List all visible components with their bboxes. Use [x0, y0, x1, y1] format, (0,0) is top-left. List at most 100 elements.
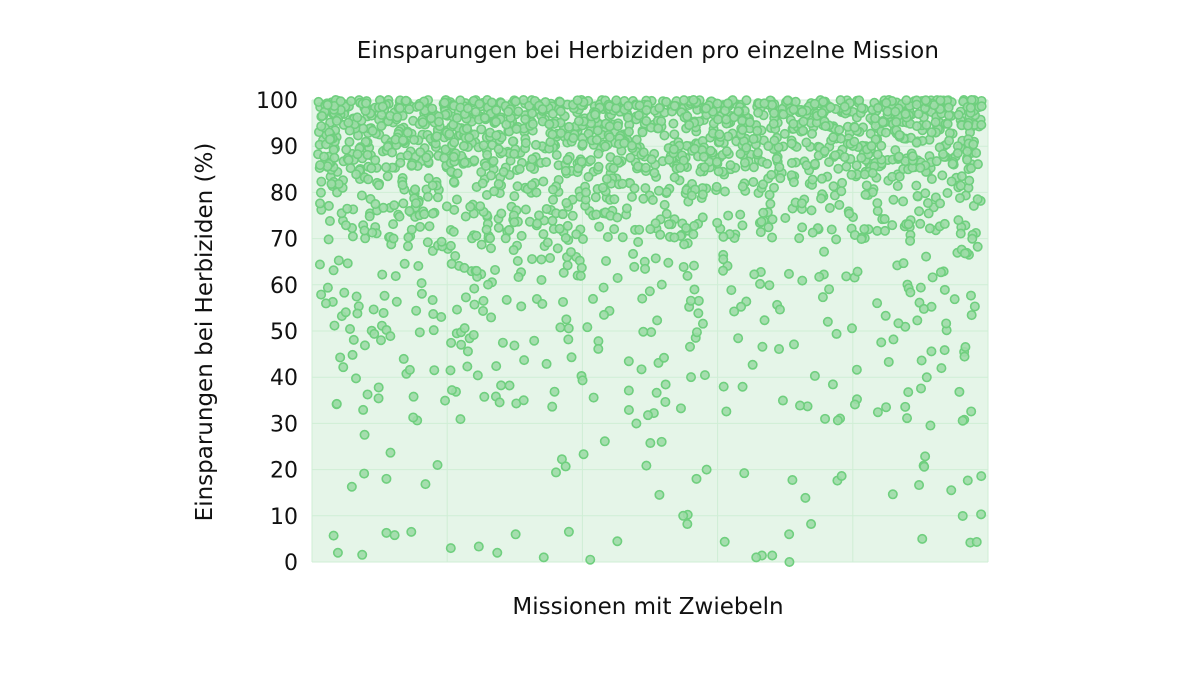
data-point	[912, 191, 923, 202]
data-point	[328, 530, 339, 541]
data-point	[496, 380, 507, 391]
data-point	[423, 173, 434, 184]
data-point	[322, 99, 333, 110]
data-point	[872, 298, 883, 309]
data-point	[476, 124, 487, 135]
data-point	[538, 176, 549, 187]
data-point	[387, 147, 398, 158]
data-point	[774, 344, 785, 355]
data-point	[452, 168, 463, 179]
data-point	[783, 268, 794, 279]
data-point	[566, 352, 577, 363]
data-point	[718, 381, 729, 392]
data-point	[628, 248, 639, 259]
data-point	[459, 262, 470, 273]
data-point	[755, 278, 766, 289]
data-point	[768, 118, 779, 129]
data-point	[972, 241, 983, 252]
data-point	[455, 414, 466, 425]
data-point	[820, 413, 831, 424]
data-point	[541, 358, 552, 369]
data-point	[347, 349, 358, 360]
data-point	[711, 181, 722, 192]
data-point	[623, 405, 634, 416]
data-point	[343, 155, 354, 166]
data-point	[846, 323, 857, 334]
data-point	[514, 164, 525, 175]
data-point	[915, 218, 926, 229]
data-point	[545, 253, 556, 264]
data-point	[681, 222, 692, 233]
data-point	[679, 239, 690, 250]
data-point	[562, 154, 573, 165]
data-point	[903, 387, 914, 398]
data-point	[691, 473, 702, 484]
data-point	[972, 159, 983, 170]
data-point	[913, 108, 924, 119]
data-point	[753, 107, 764, 118]
data-point	[641, 460, 652, 471]
data-point	[779, 128, 790, 139]
data-point	[729, 306, 740, 317]
data-point	[509, 191, 520, 202]
data-point	[721, 146, 732, 157]
data-point	[544, 119, 555, 130]
data-point	[529, 335, 540, 346]
data-point	[849, 122, 860, 133]
data-point	[807, 174, 818, 185]
data-point	[735, 148, 746, 159]
data-point	[328, 265, 339, 276]
data-point	[513, 106, 524, 117]
data-point	[767, 232, 778, 243]
data-point	[576, 156, 587, 167]
data-point	[446, 337, 457, 348]
data-point	[935, 267, 946, 278]
data-point	[331, 115, 342, 126]
data-point	[525, 162, 536, 173]
data-point	[598, 282, 609, 293]
data-point	[531, 187, 542, 198]
data-point	[398, 198, 409, 209]
data-point	[516, 301, 527, 312]
data-point	[643, 410, 654, 421]
data-point	[976, 471, 987, 482]
data-point	[718, 231, 729, 242]
data-point	[661, 96, 672, 107]
data-point	[656, 279, 667, 290]
data-point	[561, 197, 572, 208]
data-point	[458, 140, 469, 151]
data-point	[634, 224, 645, 235]
data-point	[363, 174, 374, 185]
data-point	[335, 352, 346, 363]
data-point	[828, 181, 839, 192]
data-point	[647, 194, 658, 205]
data-point	[629, 183, 640, 194]
data-point	[475, 201, 486, 212]
data-point	[927, 272, 938, 283]
data-point	[852, 266, 863, 277]
data-point	[955, 180, 966, 191]
data-point	[964, 175, 975, 186]
data-point	[397, 135, 408, 146]
data-point	[436, 311, 447, 322]
data-point	[638, 326, 649, 337]
data-point	[612, 212, 623, 223]
data-point	[890, 106, 901, 117]
data-point	[563, 323, 574, 334]
data-point	[403, 232, 414, 243]
data-point	[377, 269, 388, 280]
data-point	[645, 224, 656, 235]
data-point	[585, 554, 596, 565]
data-point	[478, 295, 489, 306]
data-point	[473, 541, 484, 552]
y-tick-label: 100	[256, 89, 298, 114]
data-point	[640, 183, 651, 194]
data-point	[496, 208, 507, 219]
data-point	[849, 399, 860, 410]
data-point	[315, 198, 326, 209]
data-point	[739, 157, 750, 168]
data-point	[558, 296, 569, 307]
data-point	[402, 127, 413, 138]
data-point	[925, 420, 936, 431]
data-point	[392, 112, 403, 123]
